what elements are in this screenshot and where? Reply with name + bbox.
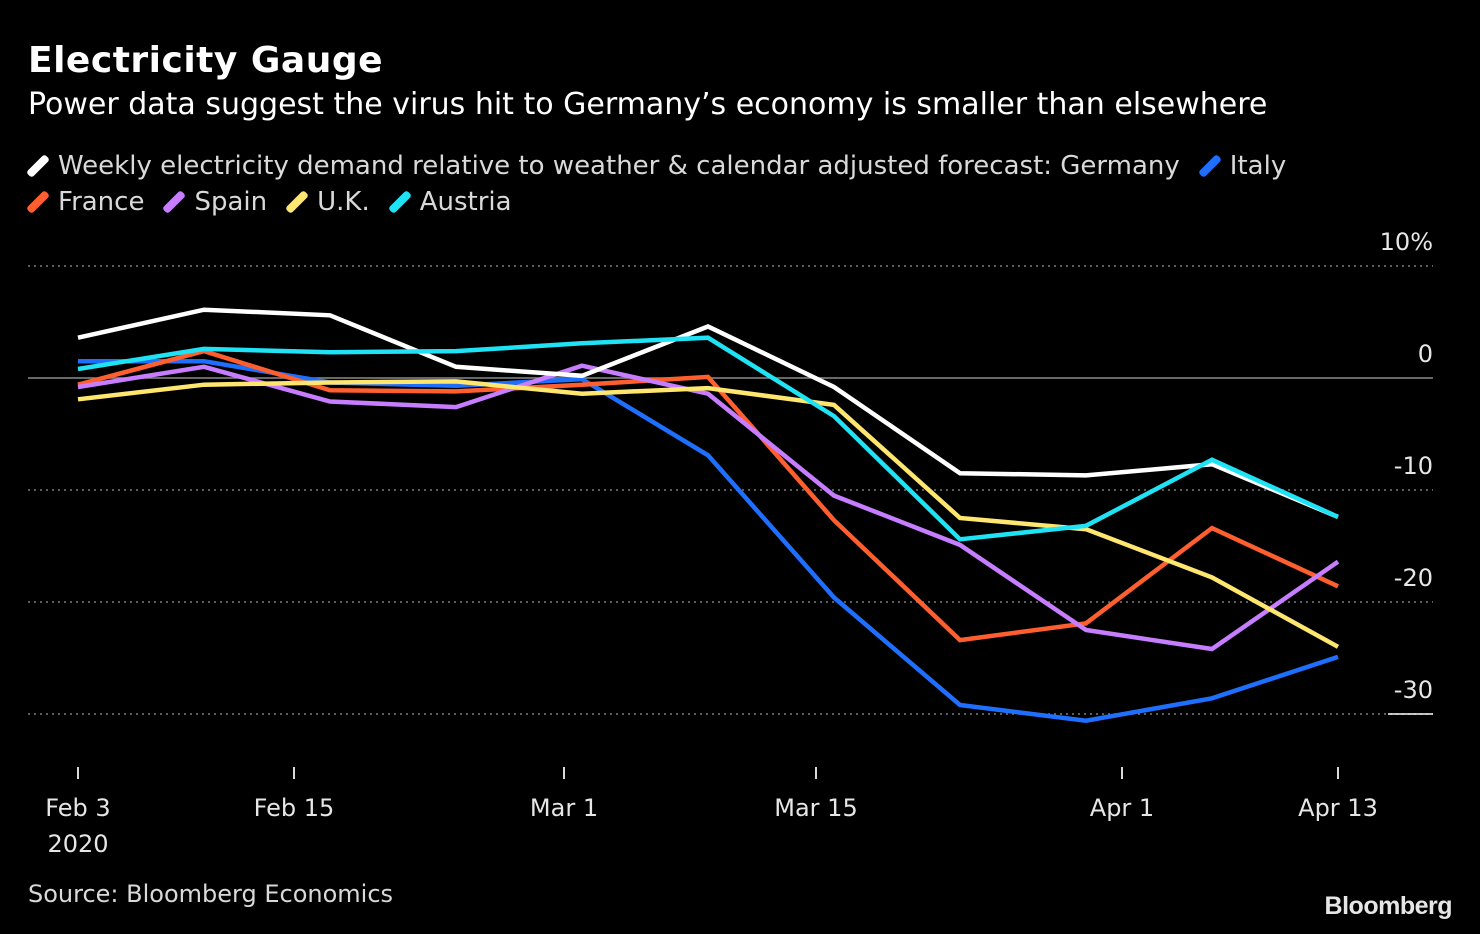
chart-subtitle: Power data suggest the virus hit to Germ… (28, 87, 1268, 122)
x-tick-sublabel: 2020 (47, 830, 108, 858)
legend-row-2: France Spain U.K. Austria (25, 184, 1448, 220)
legend-row-1: Weekly electricity demand relative to we… (25, 148, 1448, 184)
y-tick-label: -10 (1394, 452, 1433, 480)
legend-label-austria: Austria (419, 187, 512, 217)
y-tick-label: 0 (1418, 340, 1433, 368)
series-line-germany (77, 307, 1339, 519)
x-tick-label: Apr 13 (1298, 794, 1378, 822)
series-line-austria (77, 335, 1339, 542)
legend-item-austria: Austria (387, 187, 512, 217)
legend-label-italy: Italy (1229, 151, 1287, 181)
series-line-italy (78, 358, 1339, 723)
series-line-uk (77, 379, 1340, 649)
legend-item-germany: Weekly electricity demand relative to we… (25, 151, 1180, 181)
legend-label-uk: U.K. (317, 187, 370, 217)
y-tick-label: 10% (1380, 228, 1433, 256)
x-tick-label: Feb 3 (45, 794, 110, 822)
source-note: Source: Bloomberg Economics (28, 880, 394, 908)
x-tick-label: Apr 1 (1090, 794, 1154, 822)
legend-label-spain: Spain (194, 187, 268, 217)
y-tick-label: -30 (1394, 676, 1433, 704)
legend-item-france: France (25, 187, 145, 217)
x-tick-label: Feb 15 (254, 794, 335, 822)
legend-item-italy: Italy (1197, 151, 1287, 181)
chart-title: Electricity Gauge (28, 40, 384, 81)
legend-item-spain: Spain (162, 187, 268, 217)
bloomberg-logo: Bloomberg (1324, 892, 1453, 920)
legend: Weekly electricity demand relative to we… (25, 148, 1448, 220)
y-tick-label: -20 (1394, 564, 1433, 592)
legend-item-uk: U.K. (285, 187, 370, 217)
x-tick-label: Mar 15 (774, 794, 857, 822)
legend-label-germany: Weekly electricity demand relative to we… (58, 151, 1180, 181)
x-tick-label: Mar 1 (530, 794, 598, 822)
legend-label-france: France (58, 187, 145, 217)
series-line-france (77, 348, 1339, 643)
series-line-spain (77, 363, 1340, 652)
